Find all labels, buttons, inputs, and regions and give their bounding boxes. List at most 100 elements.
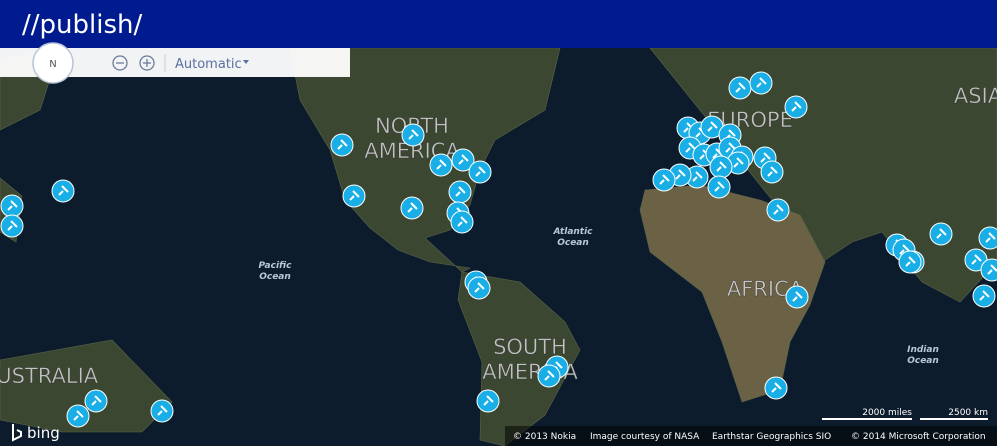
- pin-icon: [659, 174, 670, 185]
- pin-icon: [7, 200, 18, 211]
- zoom-in[interactable]: [139, 55, 155, 71]
- map-pin[interactable]: [978, 226, 997, 250]
- map-pin[interactable]: [66, 404, 90, 428]
- pin-icon: [157, 405, 168, 416]
- pin-icon: [725, 142, 736, 153]
- pin-icon: [936, 228, 947, 239]
- compass[interactable]: [32, 42, 74, 84]
- pin-icon: [792, 291, 803, 302]
- map-pin[interactable]: [401, 123, 425, 147]
- map-pin[interactable]: [468, 160, 492, 184]
- ocean-label: Indian: [907, 345, 939, 355]
- pin-icon: [436, 159, 447, 170]
- credit: Earthstar Geographics SIO: [712, 432, 831, 442]
- pin-icon: [707, 121, 718, 132]
- credit: © 2014 Microsoft Corporation: [851, 432, 986, 442]
- map-pin[interactable]: [929, 222, 953, 246]
- map-pin[interactable]: [451, 148, 475, 172]
- map-pin[interactable]: [330, 133, 354, 157]
- pin-icon: [899, 244, 910, 255]
- map-pin[interactable]: [400, 196, 424, 220]
- scale-miles: 2000 miles: [862, 408, 912, 418]
- map-pin[interactable]: [784, 95, 808, 119]
- pin-icon: [714, 181, 725, 192]
- pin-icon: [675, 169, 686, 180]
- pin-circle: [980, 258, 997, 282]
- pin-icon: [7, 220, 18, 231]
- map-pin[interactable]: [450, 210, 474, 234]
- pin-icon: [773, 204, 784, 215]
- credit: Image courtesy of NASA: [590, 432, 700, 442]
- map-pin[interactable]: [467, 276, 491, 300]
- pin-icon: [692, 171, 703, 182]
- ocean-label: Atlantic: [552, 227, 593, 237]
- pin-icon: [475, 166, 486, 177]
- map-pin[interactable]: [476, 389, 500, 413]
- pin-icon: [91, 395, 102, 406]
- pin-icon: [733, 157, 744, 168]
- map-pin[interactable]: [972, 284, 996, 308]
- ocean-label: Ocean: [557, 238, 589, 248]
- pin-icon: [685, 142, 696, 153]
- map-pin[interactable]: [728, 76, 752, 100]
- pin-icon: [457, 216, 468, 227]
- pin-icon: [760, 152, 771, 163]
- pin-icon: [337, 139, 348, 150]
- header-bar: [0, 0, 997, 48]
- map-pin[interactable]: [785, 285, 809, 309]
- map-pin[interactable]: [537, 364, 561, 388]
- map-pin[interactable]: [150, 399, 174, 423]
- continent-label: SOUTH: [493, 335, 567, 359]
- pin-icon: [716, 161, 727, 172]
- pin-icon: [735, 82, 746, 93]
- map-pin[interactable]: [652, 168, 676, 192]
- map-pin[interactable]: [51, 179, 75, 203]
- pin-icon: [483, 395, 494, 406]
- pin-icon: [458, 154, 469, 165]
- pin-icon: [905, 256, 916, 267]
- map-pin[interactable]: [0, 194, 24, 218]
- pin-icon: [407, 202, 418, 213]
- pin-icon: [544, 370, 555, 381]
- landmass: [0, 47, 997, 446]
- map-pin[interactable]: [766, 198, 790, 222]
- header-title: //publish/: [22, 10, 142, 40]
- bing-logo: bing: [27, 424, 60, 442]
- map-pin[interactable]: [709, 155, 733, 179]
- pin-icon: [455, 186, 466, 197]
- pin-icon: [979, 290, 990, 301]
- map-pin[interactable]: [342, 184, 366, 208]
- map-pin[interactable]: [980, 258, 997, 282]
- map-pin[interactable]: [84, 389, 108, 413]
- pin-circle: [978, 226, 997, 250]
- map-pin[interactable]: [0, 214, 24, 238]
- pin-icon: [771, 382, 782, 393]
- zoom-out[interactable]: [112, 55, 128, 71]
- ocean-label: Pacific: [259, 261, 293, 271]
- map-pin[interactable]: [448, 180, 472, 204]
- pin-icon: [985, 232, 996, 243]
- ocean-label: Ocean: [259, 272, 291, 282]
- pin-icon: [791, 101, 802, 112]
- pin-icon: [408, 129, 419, 140]
- map-pin[interactable]: [429, 153, 453, 177]
- map-pin[interactable]: [749, 71, 773, 95]
- map-pin[interactable]: [760, 160, 784, 184]
- credit: © 2013 Nokia: [513, 432, 576, 442]
- map-pin[interactable]: [700, 115, 724, 139]
- compass-label: N: [49, 59, 56, 70]
- map-pin[interactable]: [898, 250, 922, 274]
- pin-icon: [756, 77, 767, 88]
- pin-icon: [474, 282, 485, 293]
- continent-label: ASIA: [954, 84, 997, 108]
- pin-icon: [971, 254, 982, 265]
- pin-icon: [73, 410, 84, 421]
- pin-icon: [58, 185, 69, 196]
- scale-bar: 2000 miles 2500 km: [822, 408, 988, 420]
- map-pin[interactable]: [764, 376, 788, 400]
- map-style-dropdown[interactable]: Automatic: [175, 57, 242, 72]
- map-pin[interactable]: [707, 175, 731, 199]
- continent-label: EUROPE: [707, 108, 793, 132]
